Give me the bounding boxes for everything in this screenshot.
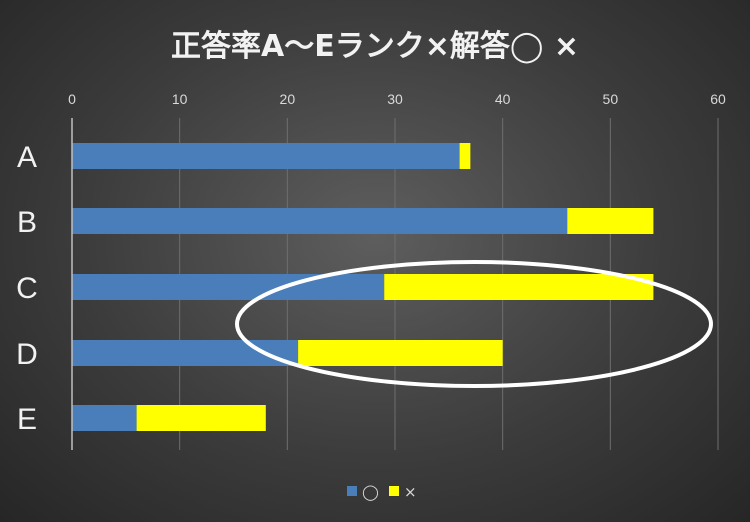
highlight-ellipse [235, 260, 713, 388]
bar-segment-incorrect-b [567, 208, 654, 234]
x-tick-label: 30 [387, 91, 403, 107]
x-tick-label: 20 [280, 91, 296, 107]
x-tick-label: 10 [172, 91, 188, 107]
category-label: E [17, 403, 37, 436]
x-axis-tick-labels: 0 10 20 30 40 50 60 [68, 91, 726, 107]
x-tick-label: 50 [603, 91, 619, 107]
x-tick-label: 0 [68, 91, 76, 107]
bars [72, 143, 654, 431]
category-label: D [16, 338, 38, 371]
bar-segment-correct-a [72, 143, 460, 169]
legend-label: × [404, 483, 417, 501]
category-label: B [17, 206, 37, 239]
bar-segment-incorrect-e [136, 405, 266, 431]
x-tick-label: 60 [710, 91, 726, 107]
x-tick-label: 40 [495, 91, 511, 107]
bar-segment-correct-b [72, 208, 568, 234]
bar-segment-incorrect-d [298, 340, 503, 366]
chart-title: 正答率A～Eランク×解答◯ × [171, 29, 579, 64]
category-label: C [16, 272, 38, 305]
category-label: A [17, 141, 37, 174]
legend: ◯ × [347, 483, 417, 501]
legend-label: ◯ [362, 483, 379, 501]
bar-segment-incorrect-a [459, 143, 471, 169]
legend-swatch [389, 486, 399, 496]
bar-segment-correct-e [72, 405, 137, 431]
legend-swatch [347, 486, 357, 496]
bar-segment-incorrect-c [384, 274, 654, 300]
bar-segment-correct-c [72, 274, 385, 300]
